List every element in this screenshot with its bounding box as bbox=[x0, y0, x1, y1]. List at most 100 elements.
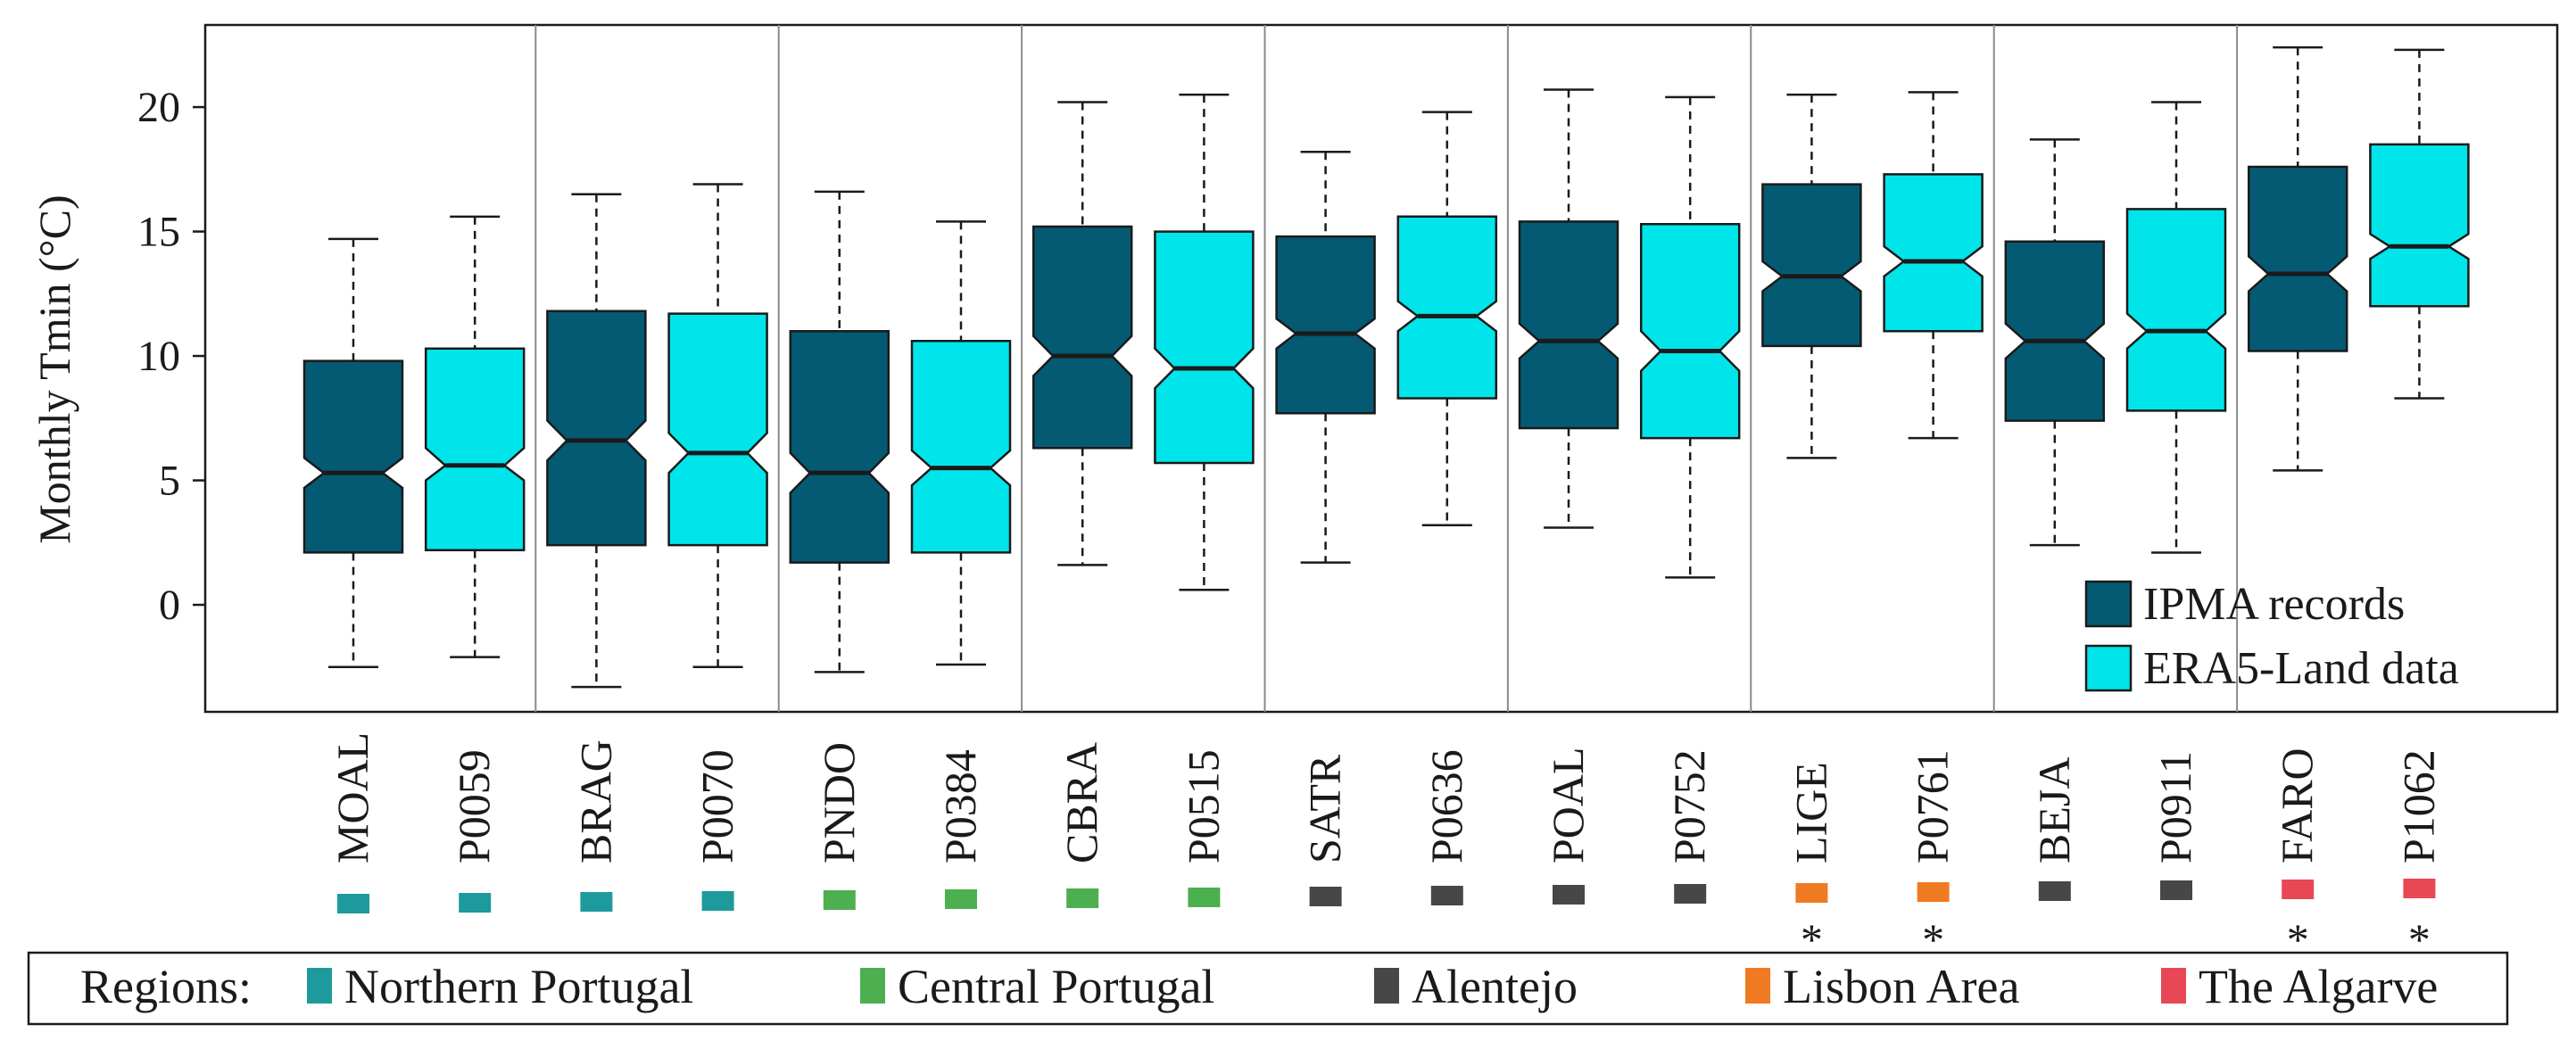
box-P0761 bbox=[1883, 91, 1984, 440]
y-tick-label: 15 bbox=[137, 209, 180, 256]
region-marker bbox=[1066, 888, 1099, 908]
legend-label: IPMA records bbox=[2143, 579, 2405, 630]
region-label: Central Portugal bbox=[898, 960, 1214, 1013]
box-body bbox=[1154, 230, 1255, 465]
region-marker bbox=[1917, 882, 1950, 902]
region-swatch bbox=[1374, 968, 1399, 1004]
box-LIGE bbox=[1761, 93, 1862, 459]
x-label-FARO: FARO bbox=[2272, 748, 2322, 863]
box-body bbox=[546, 310, 647, 547]
y-tick-label: 20 bbox=[137, 84, 180, 131]
x-label-P1062: P1062 bbox=[2393, 749, 2443, 863]
region-marker bbox=[1674, 884, 1707, 904]
x-label-P0059: P0059 bbox=[449, 749, 499, 863]
region-markers: * * * * bbox=[337, 879, 2436, 964]
region-label: Alentejo bbox=[1412, 960, 1578, 1013]
region-marker bbox=[459, 893, 492, 913]
x-label-MOAL: MOAL bbox=[327, 732, 377, 863]
box-body bbox=[2369, 143, 2470, 308]
box-body bbox=[1275, 235, 1376, 415]
station-pair-separators bbox=[534, 25, 2239, 712]
region-marker bbox=[2403, 879, 2436, 898]
box-PNDO bbox=[789, 190, 890, 673]
box-POAL bbox=[1518, 88, 1619, 529]
x-label-P0911: P0911 bbox=[2150, 751, 2200, 863]
x-label-P0752: P0752 bbox=[1664, 749, 1714, 863]
region-label: Lisbon Area bbox=[1783, 960, 2019, 1013]
region-marker bbox=[2282, 880, 2315, 899]
box-body bbox=[667, 312, 768, 547]
box-body bbox=[424, 347, 526, 551]
x-label-BEJA: BEJA bbox=[2029, 757, 2079, 863]
region-marker bbox=[1188, 888, 1221, 907]
region-swatch bbox=[1745, 968, 1770, 1004]
legend-label: ERA5-Land data bbox=[2143, 643, 2459, 694]
x-label-P0636: P0636 bbox=[1421, 749, 1471, 863]
box-BEJA bbox=[2004, 138, 2106, 547]
region-marker bbox=[1553, 885, 1585, 905]
region-marker bbox=[337, 894, 369, 913]
x-label-PNDO: PNDO bbox=[814, 742, 864, 863]
x-label-POAL: POAL bbox=[1543, 747, 1593, 863]
legend-swatch bbox=[2084, 644, 2133, 692]
y-tick-label: 0 bbox=[159, 582, 180, 629]
y-tick-label: 5 bbox=[159, 458, 180, 505]
box-body bbox=[302, 359, 404, 554]
x-label-P0070: P0070 bbox=[692, 749, 742, 863]
box-CBRA bbox=[1031, 101, 1133, 566]
region-marker bbox=[580, 892, 613, 912]
box-BRAG bbox=[546, 193, 647, 689]
box-MOAL bbox=[302, 237, 404, 669]
box-P0515 bbox=[1154, 93, 1255, 591]
legend: IPMA records ERA5-Land data bbox=[2084, 579, 2459, 694]
region-marker bbox=[1795, 883, 1828, 903]
region-swatch bbox=[307, 968, 332, 1004]
box-P0911 bbox=[2125, 101, 2227, 554]
region-marker bbox=[2038, 881, 2071, 901]
y-axis: 0 5 10 15 20 bbox=[137, 84, 205, 629]
box-P0070 bbox=[667, 183, 768, 669]
y-axis-label: Monthly Tmin (°C) bbox=[29, 194, 79, 543]
legend-swatch bbox=[2084, 580, 2133, 628]
region-swatch bbox=[860, 968, 885, 1004]
regions-legend: Regions: Northern Portugal Central Portuga… bbox=[27, 951, 2509, 1026]
box-body bbox=[2125, 208, 2227, 412]
box-body bbox=[1883, 173, 1984, 333]
x-label-P0515: P0515 bbox=[1178, 749, 1228, 863]
box-P1062 bbox=[2369, 48, 2470, 400]
x-label-BRAG: BRAG bbox=[570, 739, 620, 863]
region-marker bbox=[823, 890, 856, 910]
box-P0059 bbox=[424, 215, 526, 658]
x-axis-labels: MOAL P0059 BRAG P0070 PNDO P0384 CBRA P0515 SATR… bbox=[327, 732, 2443, 863]
box-body bbox=[2247, 165, 2348, 352]
y-tick-label: 10 bbox=[137, 333, 180, 380]
box-P0636 bbox=[1396, 111, 1498, 527]
regions-legend-title: Regions: bbox=[80, 960, 252, 1013]
x-label-LIGE: LIGE bbox=[1785, 762, 1835, 863]
box-body bbox=[789, 329, 890, 564]
box-body bbox=[1761, 183, 1862, 348]
region-marker bbox=[945, 889, 977, 909]
box-body bbox=[2004, 240, 2106, 422]
region-marker bbox=[1430, 886, 1463, 905]
region-label: Northern Portugal bbox=[344, 960, 693, 1013]
box-P0752 bbox=[1639, 95, 1741, 579]
box-P0384 bbox=[910, 220, 1012, 666]
box-SATR bbox=[1275, 151, 1376, 564]
box-body bbox=[910, 340, 1012, 554]
box-body bbox=[1518, 220, 1619, 430]
box-body bbox=[1031, 225, 1133, 450]
region-marker bbox=[701, 891, 734, 911]
region-swatch bbox=[2161, 968, 2186, 1004]
x-label-P0384: P0384 bbox=[935, 749, 985, 863]
box-FARO bbox=[2247, 45, 2348, 472]
x-label-CBRA: CBRA bbox=[1056, 742, 1106, 863]
box-body bbox=[1639, 222, 1741, 440]
region-marker bbox=[1309, 887, 1342, 906]
box-series bbox=[302, 45, 2470, 689]
region-marker bbox=[2160, 880, 2192, 900]
regions-legend-frame bbox=[27, 951, 2509, 1026]
box-body bbox=[1396, 215, 1498, 400]
region-label: The Algarve bbox=[2199, 960, 2438, 1013]
